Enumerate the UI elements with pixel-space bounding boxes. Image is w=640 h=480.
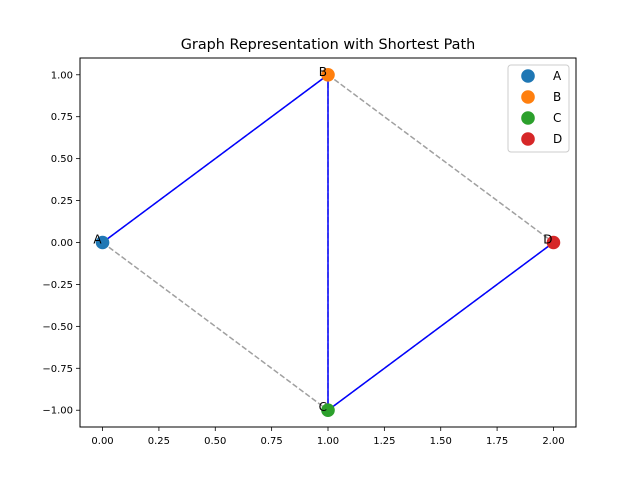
x-tick-label: 0.75	[261, 436, 283, 447]
y-tick-label: −1.00	[42, 406, 73, 417]
x-tick-label: 1.00	[317, 436, 339, 447]
edge-A-C	[102, 241, 329, 411]
x-tick-label: 1.25	[373, 436, 395, 447]
legend-marker-C	[521, 111, 535, 125]
y-tick-label: −0.25	[42, 280, 73, 291]
node-D	[546, 235, 561, 250]
y-axis-ticks: −1.00 −0.75 −0.50 −0.25 0.00 0.25 0.50 0.75 1.00	[42, 70, 80, 417]
legend-marker-A	[521, 69, 535, 83]
chart-title: Graph Representation with Shortest Path	[181, 37, 476, 53]
node-C	[321, 403, 335, 418]
legend-marker-D	[521, 132, 535, 146]
y-tick-label: 0.75	[51, 112, 73, 123]
y-tick-label: −0.75	[42, 364, 73, 375]
x-tick-label: 1.75	[486, 436, 508, 447]
plot-frame	[79, 57, 577, 428]
x-tick-label: 2.00	[542, 436, 564, 447]
legend-box	[507, 64, 570, 153]
y-tick-label: 0.25	[51, 196, 73, 207]
legend-label-A: A	[553, 69, 562, 83]
nodes-layer	[95, 67, 561, 418]
node-label-B: B	[319, 65, 327, 79]
node-A	[95, 235, 110, 250]
legend-label-B: B	[553, 90, 561, 104]
node-label-D: D	[543, 233, 552, 247]
edge-B-D	[327, 74, 554, 244]
x-tick-label: 0.00	[91, 436, 113, 447]
y-tick-label: 0.00	[51, 238, 73, 249]
x-tick-label: 0.50	[204, 436, 226, 447]
node-label-C: C	[319, 400, 327, 414]
legend-marker-B	[521, 90, 535, 104]
y-tick-label: 1.00	[51, 70, 73, 81]
shortest-path-layer	[102, 74, 554, 411]
legend-label-D: D	[553, 132, 562, 146]
path-edge-A-B	[102, 74, 329, 244]
x-tick-label: 0.25	[148, 436, 170, 447]
path-edge-C-D	[327, 241, 554, 411]
node-label-A: A	[93, 233, 102, 247]
x-tick-label: 1.50	[430, 436, 452, 447]
y-tick-label: 0.50	[51, 154, 73, 165]
legend-label-C: C	[553, 111, 561, 125]
x-axis-ticks: 0.00 0.25 0.50 0.75 1.00 1.25 1.50 1.75 2.00	[91, 427, 565, 447]
node-B	[321, 67, 335, 82]
y-tick-label: −0.50	[42, 322, 73, 333]
node-labels-layer: A B C D	[93, 65, 552, 414]
